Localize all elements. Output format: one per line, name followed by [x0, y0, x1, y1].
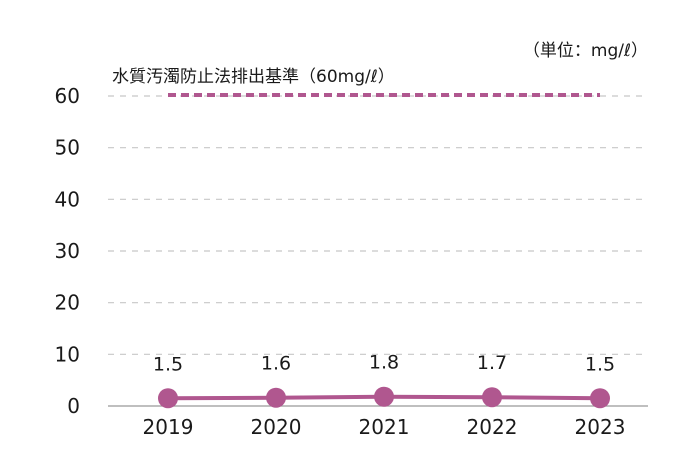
- y-tick-label: 10: [55, 342, 80, 366]
- x-tick-label: 2019: [143, 415, 194, 439]
- data-point: [590, 388, 610, 409]
- data-label: 1.6: [261, 353, 291, 375]
- data-point: [158, 388, 178, 409]
- data-point: [266, 387, 286, 408]
- x-tick-label: 2023: [575, 415, 626, 439]
- y-tick-label: 0: [67, 394, 80, 418]
- label-layer: 1.5 1.6 1.8 1.7 1.5: [153, 352, 615, 376]
- data-label: 1.7: [477, 352, 507, 374]
- unit-label: （単位：mg/ℓ）: [523, 41, 648, 61]
- reference-label: 水質汚濁防止法排出基準（60mg/ℓ）: [112, 67, 395, 87]
- axis-layer: 0 10 20 30 40 50 60 2019 2020 2021 2022 2023: [55, 84, 648, 439]
- series-layer: [158, 386, 610, 409]
- data-label: 1.8: [369, 352, 399, 374]
- data-point: [374, 386, 394, 407]
- y-tick-label: 60: [55, 84, 80, 108]
- y-tick-label: 40: [55, 187, 80, 211]
- x-tick-label: 2020: [251, 415, 302, 439]
- reference-layer: 水質汚濁防止法排出基準（60mg/ℓ）: [112, 67, 600, 97]
- x-tick-label: 2021: [359, 415, 410, 439]
- y-tick-label: 30: [55, 239, 80, 263]
- y-tick-label: 20: [55, 291, 80, 315]
- data-label: 1.5: [153, 353, 183, 375]
- y-tick-label: 50: [55, 136, 80, 160]
- x-tick-label: 2022: [467, 415, 518, 439]
- data-label: 1.5: [585, 353, 615, 375]
- data-point: [482, 387, 502, 408]
- grid-layer: [108, 95, 648, 355]
